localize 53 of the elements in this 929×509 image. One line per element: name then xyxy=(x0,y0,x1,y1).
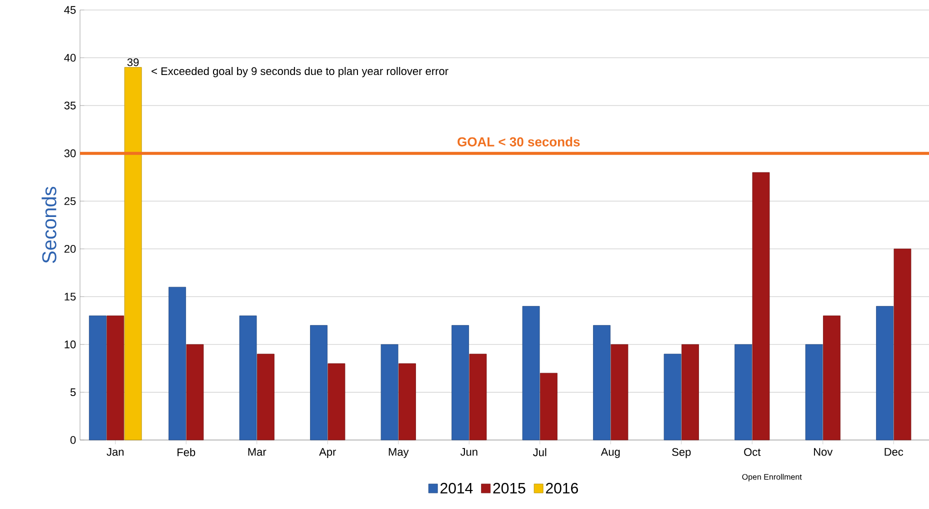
bar xyxy=(610,344,628,440)
bar xyxy=(734,344,752,440)
bar xyxy=(682,344,699,440)
y-axis-title: Seconds xyxy=(42,186,56,264)
bar xyxy=(328,363,346,440)
bar xyxy=(398,363,416,440)
bar xyxy=(522,306,540,440)
bar xyxy=(239,316,257,440)
data-label: 39 xyxy=(127,58,139,66)
x-tick-label: Feb xyxy=(178,448,196,456)
y-tick-label: 10 xyxy=(64,340,76,348)
y-tick-label: 25 xyxy=(64,197,76,206)
legend-label: 2015 xyxy=(493,482,526,494)
bar xyxy=(124,67,142,440)
y-tick-label: 5 xyxy=(70,388,76,396)
y-tick-label: 35 xyxy=(64,102,76,110)
bar xyxy=(168,286,186,440)
bar xyxy=(257,354,274,440)
y-tick-label: 20 xyxy=(64,244,76,253)
x-tick-label: Jan xyxy=(106,448,124,456)
x-tick-label: Jul xyxy=(533,448,546,456)
bar xyxy=(540,372,558,440)
y-tick-label: 40 xyxy=(64,54,76,62)
bar xyxy=(593,325,610,440)
y-tick-label: 30 xyxy=(64,149,76,158)
bar xyxy=(186,344,204,440)
bar xyxy=(876,306,894,440)
x-tick-label: Jun xyxy=(460,448,478,456)
bar xyxy=(469,354,487,440)
annotation: < Exceeded goal by 9 seconds due to plan year rollover error xyxy=(152,66,448,78)
bar xyxy=(664,354,682,440)
bar xyxy=(752,172,770,440)
bar xyxy=(894,248,912,440)
legend-label: 2014 xyxy=(440,482,473,494)
x-tick-label: Aug xyxy=(600,448,620,458)
bar xyxy=(310,325,328,440)
x-tick-label: Nov xyxy=(814,448,833,456)
x-tick-label: May xyxy=(388,448,409,458)
bar xyxy=(805,344,823,440)
y-tick-label: 0 xyxy=(70,436,76,444)
text: Open Enrollment xyxy=(742,474,802,482)
y-tick-label: 15 xyxy=(64,292,76,301)
bar xyxy=(380,344,398,440)
x-tick-label: Dec xyxy=(884,448,904,456)
bar xyxy=(823,316,840,440)
ref-line-label: GOAL < 30 seconds xyxy=(458,136,580,146)
bar xyxy=(452,325,469,440)
x-tick-label: Oct xyxy=(744,448,761,456)
x-tick-label: Sep xyxy=(672,448,691,458)
x-tick-label: Mar xyxy=(248,448,266,456)
legend-label: 2016 xyxy=(546,482,578,494)
x-tick-label: Apr xyxy=(319,448,336,458)
y-tick-label: 45 xyxy=(64,6,76,14)
